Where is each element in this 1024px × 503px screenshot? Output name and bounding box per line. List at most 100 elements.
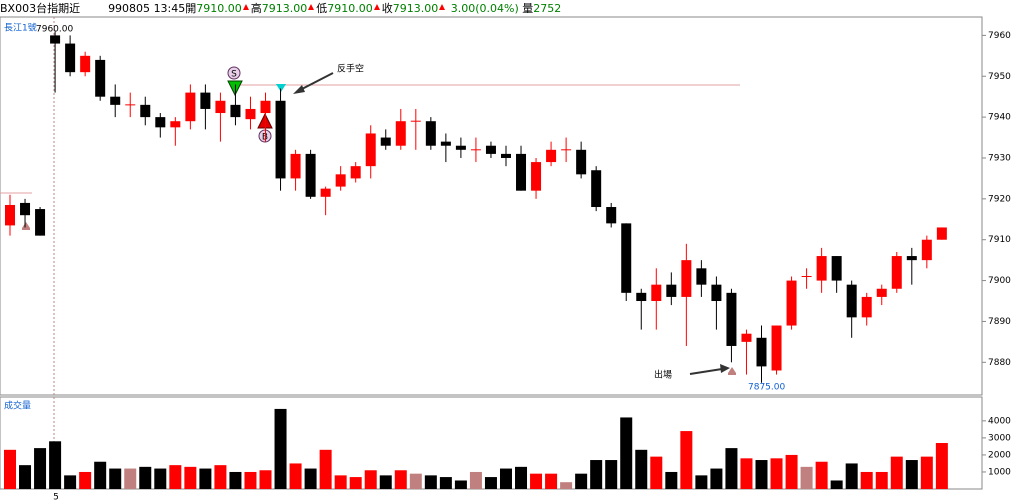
volume-bar — [289, 463, 302, 489]
volume-bar — [530, 473, 543, 489]
volume-bar — [199, 468, 212, 489]
field-value: 7913.00 — [392, 2, 439, 15]
body — [455, 145, 466, 150]
field-label: 開 — [185, 2, 197, 15]
volume-bar — [169, 465, 182, 489]
body — [35, 209, 46, 236]
volume-bar — [4, 449, 16, 489]
body — [305, 153, 316, 197]
body — [741, 333, 752, 342]
body — [110, 96, 121, 105]
annotation: 7960.00 — [36, 25, 73, 35]
body — [440, 141, 451, 146]
body — [666, 284, 677, 297]
annotation: 反手空 — [337, 63, 364, 75]
volume-bar — [124, 468, 137, 489]
body — [591, 170, 602, 208]
arrow — [242, 4, 249, 10]
volume-bar — [319, 449, 332, 489]
y-tick-label: 7960 — [988, 31, 1011, 41]
body — [275, 100, 286, 179]
body — [290, 153, 301, 179]
volume-bar — [79, 471, 92, 489]
annotation: 7875.00 — [748, 383, 785, 393]
volume-bar — [770, 458, 783, 489]
volume-bar — [439, 477, 452, 489]
body — [20, 202, 31, 216]
body — [891, 256, 902, 289]
x-tick-label: 5 — [53, 493, 59, 503]
body — [350, 166, 361, 179]
y2-tick-label: 4000 — [988, 416, 1011, 426]
body — [215, 100, 226, 114]
body — [365, 133, 376, 167]
volume-bar — [259, 470, 272, 489]
body — [696, 268, 707, 285]
body — [140, 104, 151, 118]
signal-arrows: S B — [22, 66, 736, 375]
volume-bar — [740, 458, 753, 489]
y-tick-label: 7950 — [988, 72, 1011, 82]
change: 3.00(0.04%) — [450, 2, 519, 15]
volume-bar — [274, 408, 287, 489]
body — [816, 256, 827, 281]
body — [531, 162, 542, 191]
body — [681, 260, 692, 297]
y-tick-label: 7940 — [988, 113, 1011, 123]
volume-bar — [755, 460, 768, 489]
field-label: 收 — [381, 2, 393, 15]
volume-bar — [590, 460, 603, 489]
body — [636, 292, 647, 302]
body — [771, 325, 782, 371]
y2-tick-label: 1000 — [988, 467, 1011, 477]
body — [546, 149, 557, 163]
body — [320, 188, 331, 197]
y2-tick-label: 3000 — [988, 433, 1011, 443]
volume-bar — [334, 475, 347, 489]
volume-bar — [394, 470, 407, 489]
body — [200, 92, 211, 109]
body — [185, 92, 196, 122]
volume-bar — [860, 471, 873, 489]
volume-bar — [94, 461, 107, 489]
body — [606, 207, 617, 224]
body — [621, 223, 632, 293]
arrow — [373, 4, 380, 10]
time: 13:45 — [153, 2, 186, 15]
volume-bar — [469, 471, 482, 489]
body — [260, 100, 271, 114]
volume-bar — [575, 473, 588, 489]
volume-bar — [229, 471, 242, 489]
y-tick-label: 7890 — [988, 317, 1011, 327]
annotation: 出場 — [654, 369, 672, 381]
body — [335, 174, 346, 187]
body — [906, 256, 917, 261]
body — [395, 121, 406, 146]
symbol: BX003台指期近 — [0, 2, 81, 15]
volume-bar — [109, 468, 122, 489]
field-value: 7910.00 — [327, 2, 373, 15]
body — [5, 204, 15, 226]
volume-bar — [364, 470, 377, 489]
volume-bar — [349, 477, 362, 489]
volume-bar — [454, 480, 467, 489]
volume-bar — [184, 466, 197, 489]
body — [155, 117, 166, 128]
volume-bar — [605, 460, 618, 489]
y-tick-label: 7910 — [988, 235, 1011, 245]
volume-bar — [379, 475, 392, 489]
volume-bar — [545, 473, 558, 489]
volume-bar — [725, 448, 738, 489]
header: BX003台指期近 990805 13:45開7910.00 高7913.00 低7… — [0, 0, 1024, 17]
volume-bar — [710, 468, 723, 489]
volume-bar — [139, 466, 152, 489]
volume-label: 量 — [522, 2, 534, 15]
field-label: 低 — [316, 2, 328, 15]
body — [831, 256, 842, 281]
body — [756, 337, 767, 367]
volume-title: 成交量 — [4, 400, 31, 412]
volume-bar — [815, 461, 828, 489]
volume-bar — [920, 456, 933, 489]
y-tick-label: 7880 — [988, 358, 1011, 368]
